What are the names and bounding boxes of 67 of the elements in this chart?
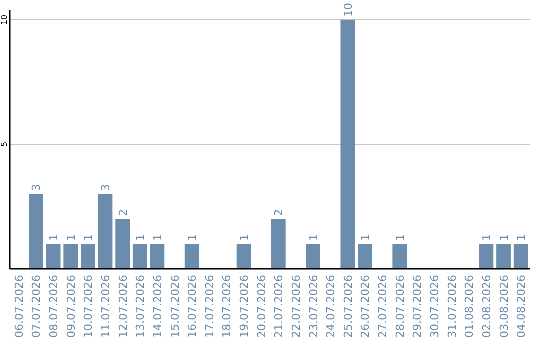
- x-tick-label: 10.07.2026: [82, 275, 96, 338]
- x-tick-label: 14.07.2026: [151, 275, 164, 338]
- x-tick-label: 23.07.2026: [307, 275, 320, 338]
- x-tick-label: 16.07.2026: [186, 275, 200, 338]
- x-tick-label: 11.07.2026: [100, 275, 112, 338]
- x-tick-label: 27.07.2026: [376, 275, 390, 338]
- data-label: 1: [64, 234, 78, 242]
- x-tick-label: 25.07.2026: [342, 275, 355, 338]
- bar: [29, 194, 44, 269]
- data-label: 1: [498, 234, 511, 242]
- bar: [64, 244, 78, 269]
- x-tick-label: 13.07.2026: [134, 275, 148, 338]
- bar: [116, 219, 130, 269]
- data-label: 2: [272, 209, 286, 216]
- bar: [98, 194, 113, 269]
- bar: [340, 20, 356, 269]
- data-label: 1: [394, 234, 407, 242]
- bar: [306, 244, 320, 269]
- data-label: 1: [480, 234, 494, 242]
- bar: [392, 244, 408, 269]
- x-tick-label: 22.07.2026: [290, 275, 303, 338]
- bar: [80, 244, 96, 269]
- data-label: 10: [342, 2, 355, 17]
- bar: [514, 244, 528, 269]
- x-tick-label: 21.07.2026: [272, 275, 286, 338]
- x-tick-label: 19.07.2026: [238, 275, 252, 338]
- x-tick-label: 29.07.2026: [411, 275, 424, 338]
- bar: [236, 244, 252, 269]
- bar: [358, 244, 372, 269]
- data-label: 1: [82, 234, 96, 242]
- x-tick-label: 06.07.2026: [12, 275, 26, 338]
- x-tick-label: 03.08.2026: [498, 275, 511, 338]
- x-tick-label: 20.07.2026: [255, 275, 268, 338]
- bar: [271, 219, 286, 269]
- bar: [132, 244, 148, 269]
- data-label: 1: [186, 234, 200, 242]
- bar: [479, 244, 494, 269]
- x-tick-label: 09.07.2026: [64, 275, 78, 338]
- bar: [184, 244, 200, 269]
- bar: [496, 244, 511, 269]
- data-label: 1: [307, 234, 320, 242]
- x-tick-label: 31.07.2026: [446, 275, 459, 338]
- data-label: 1: [515, 234, 528, 242]
- data-label: 1: [151, 234, 164, 242]
- data-label: 2: [116, 209, 130, 216]
- x-tick-label: 26.07.2026: [359, 275, 372, 338]
- data-label: 1: [134, 234, 148, 242]
- bar: [46, 244, 61, 269]
- x-tick-label: 02.08.2026: [480, 275, 494, 338]
- x-tick-label: 24.07.2026: [324, 275, 338, 338]
- x-tick-label: 15.07.2026: [168, 275, 182, 338]
- bar: [150, 244, 165, 269]
- x-tick-label: 30.07.2026: [428, 275, 442, 338]
- data-label: 3: [30, 184, 44, 192]
- x-tick-label: 28.07.2026: [394, 275, 407, 338]
- x-tick-label: 17.07.2026: [203, 275, 216, 338]
- x-tick-label: 01.08.2026: [463, 275, 476, 338]
- x-tick-label: 08.07.2026: [48, 275, 61, 338]
- y-tick-label: 5: [0, 142, 9, 148]
- data-label: 1: [359, 234, 372, 242]
- x-tick-label: 18.07.2026: [220, 275, 234, 338]
- data-label: 1: [48, 234, 61, 242]
- x-tick-label: 04.08.2026: [515, 275, 528, 338]
- data-label: 1: [238, 234, 252, 242]
- x-tick-label: 07.07.2026: [30, 275, 44, 338]
- data-label: 3: [100, 184, 112, 192]
- x-tick-label: 12.07.2026: [116, 275, 130, 338]
